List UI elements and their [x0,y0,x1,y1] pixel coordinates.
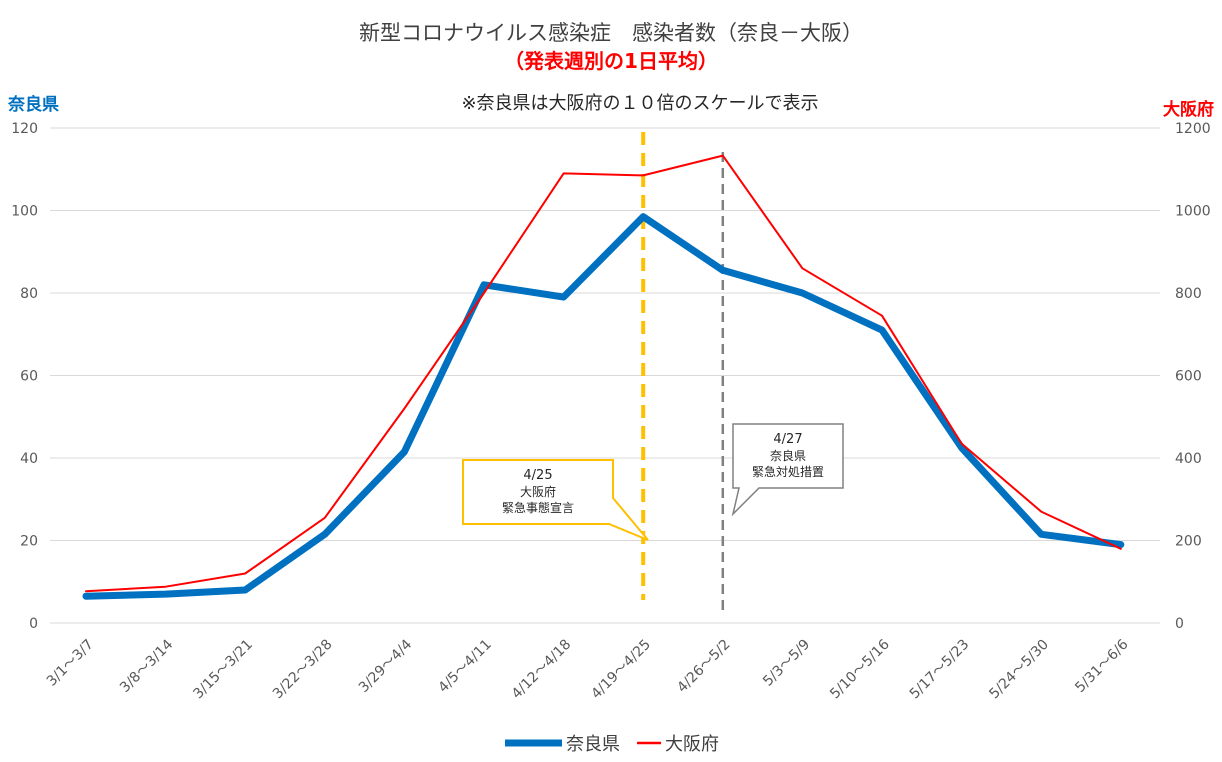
callout-date: 4/27 [773,432,802,447]
axis-ticks: 0204060801001200200400600800100012003/1～… [11,121,1210,702]
left-tick-label: 0 [29,616,38,632]
right-tick-label: 1000 [1175,204,1211,220]
right-tick-label: 800 [1175,286,1202,302]
x-tick-label: 3/1～3/7 [44,637,97,690]
left-axis-title: 奈良県 [7,94,59,115]
callout-text: 大阪府 [520,484,556,499]
series-line-nara [82,213,1125,600]
x-tick-label: 4/19～4/25 [588,637,654,703]
legend-label: 大阪府 [665,734,719,755]
left-tick-label: 40 [20,451,38,467]
x-tick-label: 4/12～4/18 [509,637,575,703]
left-tick-label: 60 [20,369,38,385]
x-tick-label: 4/5～4/11 [435,637,494,696]
x-tick-label: 4/26～5/2 [674,637,733,696]
x-tick-label: 3/8～3/14 [117,636,176,695]
callout-box [462,459,649,541]
left-tick-label: 120 [11,121,38,137]
left-tick-label: 100 [11,204,38,220]
callout-text: 緊急対処措置 [752,464,824,479]
gridlines [50,127,1160,624]
x-tick-label: 5/10～5/16 [827,636,893,702]
left-tick-label: 20 [20,534,38,550]
right-tick-label: 1200 [1175,121,1211,137]
callout-date: 4/25 [523,468,552,483]
left-tick-label: 80 [20,286,38,302]
x-tick-label: 5/3～5/9 [760,637,813,690]
callout-text: 奈良県 [770,448,806,463]
right-tick-label: 200 [1175,534,1202,550]
series-lines [82,154,1125,600]
x-tick-label: 3/29～4/4 [356,636,415,695]
right-tick-label: 0 [1175,616,1184,632]
right-axis-title: 大阪府 [1163,99,1214,120]
right-tick-label: 400 [1175,451,1202,467]
legend: 奈良県 大阪府 [505,734,719,755]
x-tick-label: 3/15～3/21 [190,637,256,703]
x-tick-label: 5/17～5/23 [907,637,973,703]
callout-box [731,423,844,517]
scale-note: ※奈良県は大阪府の１０倍のスケールで表示 [461,93,818,114]
legend-label: 奈良県 [566,734,620,755]
chart-title: 新型コロナウイルス感染症 感染者数（奈良－大阪） [359,21,863,45]
x-tick-label: 3/22～3/28 [270,637,336,703]
callout-text: 緊急事態宣言 [502,500,574,515]
series-line-osaka [85,154,1122,593]
right-tick-label: 600 [1175,369,1202,385]
x-tick-label: 5/31～6/6 [1072,636,1131,695]
chart-subtitle: （発表週別の1日平均） [504,49,718,73]
x-tick-label: 5/24～5/30 [986,637,1052,703]
